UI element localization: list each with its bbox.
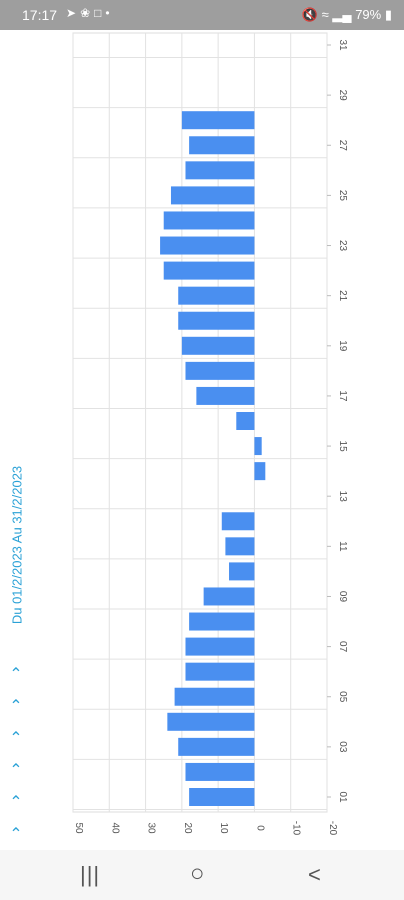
bar <box>163 261 255 280</box>
category-tick-label: 05 <box>337 691 348 703</box>
value-tick-label: 40 <box>109 822 120 834</box>
value-tick-label: 30 <box>146 822 157 834</box>
category-tick-label: 23 <box>337 240 348 252</box>
category-tick-label: 31 <box>337 39 348 51</box>
bar <box>170 186 255 205</box>
category-tick-label: 27 <box>337 140 348 152</box>
value-tick-label: 10 <box>218 822 229 834</box>
value-tick-label: 50 <box>73 822 84 834</box>
category-tick-label: 17 <box>337 390 348 402</box>
chevron-up-icon[interactable]: ⌃ <box>9 730 23 747</box>
bar <box>178 737 255 756</box>
bar <box>181 111 255 130</box>
battery-percent: 79% <box>355 7 382 22</box>
category-tick-label: 07 <box>337 641 348 653</box>
recents-button[interactable]: ||| <box>80 862 101 887</box>
battery-icon: ▮ <box>384 7 392 22</box>
category-tick-label: 13 <box>337 491 348 503</box>
bar <box>189 788 255 806</box>
chevron-up-icon[interactable]: ⌃ <box>9 666 23 683</box>
b-icon: □ <box>94 6 106 20</box>
bar <box>189 612 255 631</box>
bar <box>225 537 255 556</box>
bar <box>185 361 255 380</box>
status-right: 🔇 ≈ ▂▄ 79% ▮ <box>302 7 392 23</box>
bar <box>160 236 255 255</box>
chevron-up-icon[interactable]: ⌃ <box>9 762 23 779</box>
category-tick-label: 21 <box>337 290 348 302</box>
bar <box>185 662 255 681</box>
home-button[interactable]: ○ <box>190 860 205 887</box>
category-tick-label: 03 <box>337 741 348 753</box>
bar <box>181 336 255 355</box>
chevron-up-icon[interactable]: ⌃ <box>9 794 23 811</box>
arrow-icon: ➤ <box>66 6 81 20</box>
leaf-icon: ❀ <box>80 6 95 20</box>
value-tick-label: 20 <box>182 822 193 834</box>
dot-icon: • <box>105 6 114 20</box>
bar <box>178 286 255 305</box>
bar <box>254 437 262 456</box>
mute-icon: 🔇 <box>301 7 318 22</box>
category-tick-label: 25 <box>337 190 348 202</box>
back-button[interactable]: < <box>308 862 321 887</box>
status-time: 17:17 <box>22 7 58 23</box>
bar <box>174 687 255 706</box>
wifi-icon: ≈ <box>321 7 329 22</box>
bar <box>221 512 255 531</box>
category-tick-label: 01 <box>337 791 348 803</box>
bar <box>229 562 255 581</box>
value-tick-label: -10 <box>291 821 302 836</box>
bar <box>185 762 255 781</box>
category-tick-label: 15 <box>337 441 348 453</box>
signal-icon: ▂▄ <box>332 7 352 22</box>
bar <box>236 412 255 430</box>
category-tick-label: 29 <box>337 90 348 102</box>
bar <box>254 462 266 481</box>
bar <box>203 587 255 606</box>
status-bar: 17:17 ➤❀□• 🔇 ≈ ▂▄ 79% ▮ <box>0 0 404 30</box>
category-tick-label: 09 <box>337 591 348 603</box>
bar <box>167 712 255 731</box>
bar <box>185 637 255 656</box>
chevron-up-icon[interactable]: ⌃ <box>9 698 23 715</box>
bar <box>163 211 255 230</box>
value-tick-label: 0 <box>254 825 265 831</box>
chevron-up-icon[interactable]: ⌃ <box>9 826 23 843</box>
bar <box>196 386 255 405</box>
category-tick-label: 19 <box>337 340 348 352</box>
bar <box>178 311 255 330</box>
navigation-bar: ||| ○ < <box>0 850 404 900</box>
category-tick-label: 11 <box>337 541 348 552</box>
notification-icons: ➤❀□• <box>66 6 114 20</box>
value-tick-label: -20 <box>327 821 338 836</box>
bar <box>185 161 255 180</box>
bar <box>189 136 255 155</box>
